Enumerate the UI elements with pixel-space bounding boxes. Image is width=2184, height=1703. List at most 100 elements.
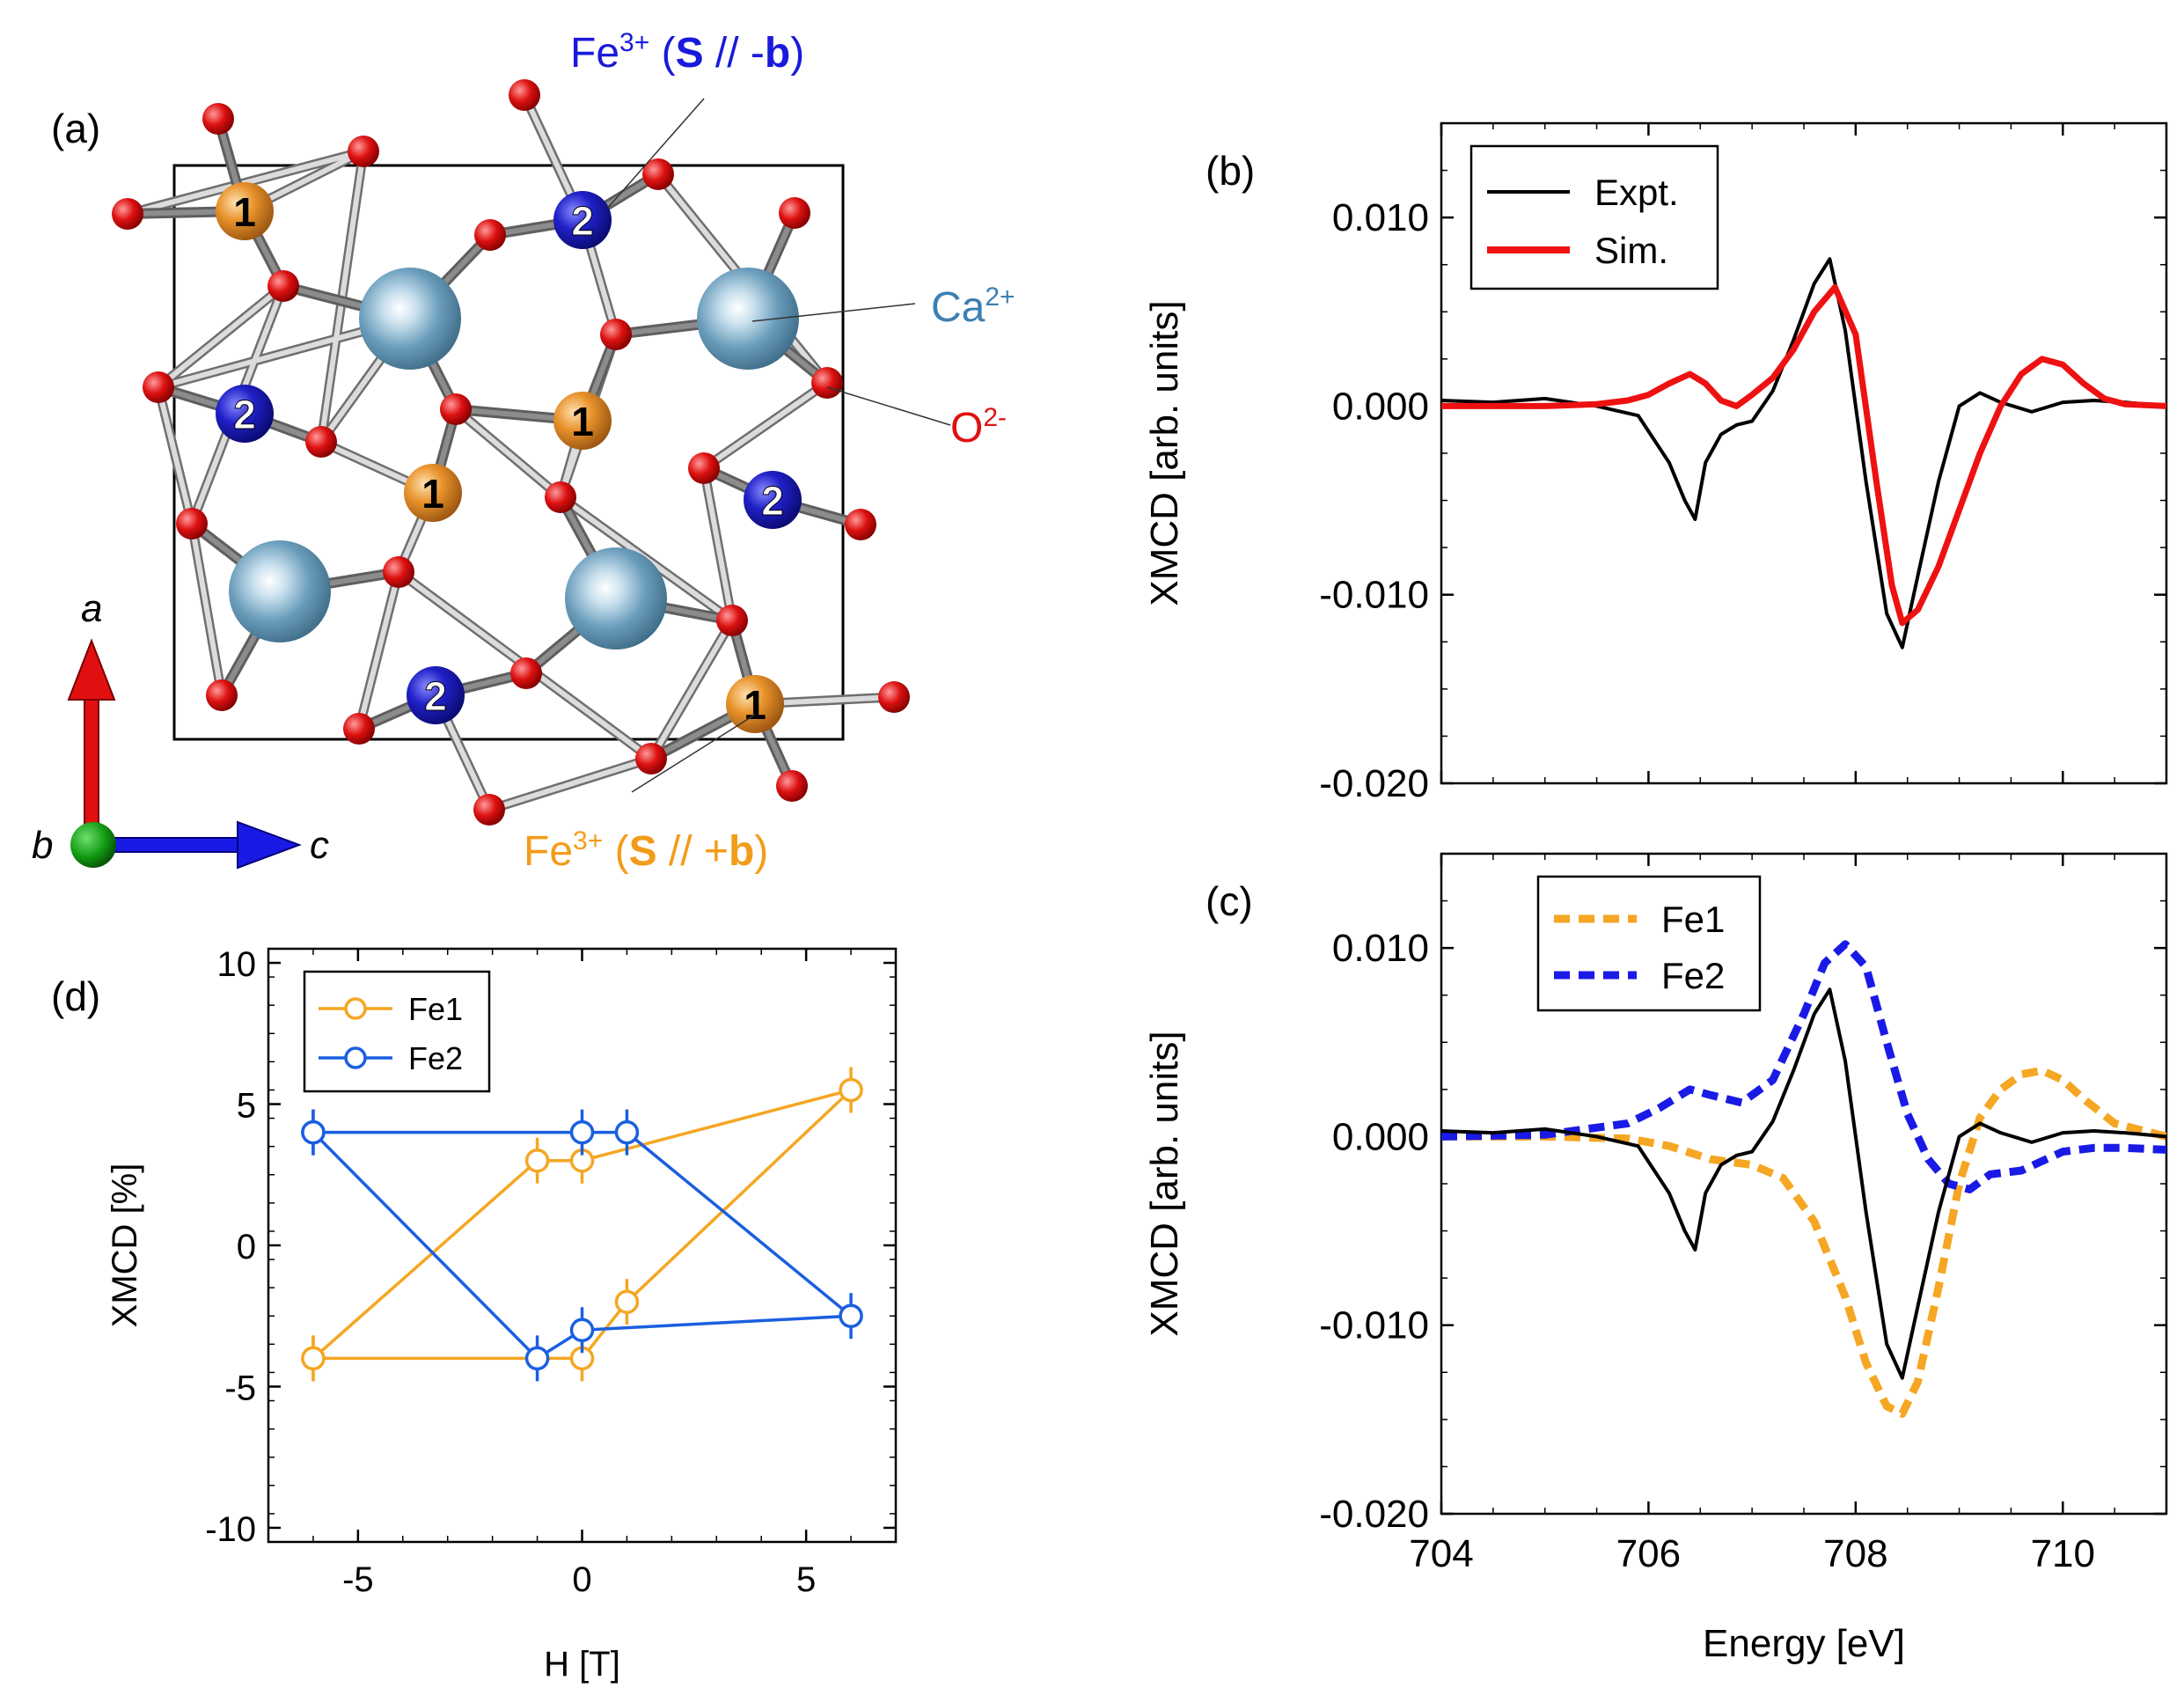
y-tick-label: 0.010 — [1332, 927, 1429, 970]
panel-label-b: (b) — [1206, 148, 1255, 194]
site-number-label: 2 — [424, 673, 447, 719]
oxygen-atom — [474, 219, 506, 251]
y-tick-label: 0.000 — [1332, 1115, 1429, 1158]
oxygen-atom — [635, 743, 667, 774]
oxygen-atom — [305, 426, 337, 458]
oxygen-atom — [688, 452, 720, 484]
bond — [356, 569, 401, 731]
site-number-label: 2 — [571, 198, 594, 244]
site-number-label: 1 — [571, 399, 594, 444]
fe1-site-atom — [553, 392, 612, 450]
site-number-label: 1 — [421, 471, 444, 517]
axis-label-a: a — [81, 587, 102, 630]
site-number-label: 1 — [233, 189, 256, 235]
data-point — [614, 1289, 640, 1314]
site-number-label: 2 — [761, 478, 784, 524]
bond — [701, 380, 830, 471]
bond — [156, 385, 194, 526]
legend-label: Fe1 — [1661, 899, 1725, 940]
calcium-atom — [565, 547, 667, 650]
y-tick-label: -5 — [224, 1369, 256, 1407]
panel-label-d: (d) — [51, 973, 100, 1019]
oxygen-atom — [202, 103, 234, 135]
b-axis-dot — [70, 822, 116, 868]
legend-box — [303, 970, 491, 1093]
y-tick-label: -10 — [205, 1510, 256, 1549]
x-tick-label: 704 — [1409, 1532, 1473, 1575]
legend-label: Expt. — [1594, 172, 1679, 213]
legend-label: Fe2 — [1661, 955, 1725, 996]
oxygen-atom — [176, 508, 208, 540]
fe2-site-atom — [553, 191, 612, 249]
legend-label: Fe2 — [408, 1040, 463, 1076]
c-axis-arrow — [96, 837, 249, 853]
fe2-site-atom — [216, 385, 274, 443]
oxygen-atom — [268, 270, 299, 302]
x-tick-label: 5 — [796, 1560, 816, 1599]
data-point — [839, 1303, 863, 1328]
oxygen-atom — [343, 713, 375, 745]
oxygen-atom — [600, 319, 632, 350]
oxygen-atom — [545, 481, 576, 513]
a-axis-arrow — [84, 686, 99, 846]
xmcd-fe-sites-panel: -0.020 -0.010 0.000 0.010 704 706 708 710 XMCD [… — [1143, 852, 2168, 1665]
fe-plus-b-label: Fe3+ (S // +b) — [524, 826, 768, 875]
calcium-atom — [697, 268, 799, 370]
y-tick-label: 10 — [217, 945, 257, 984]
data-point — [569, 1318, 595, 1343]
x-axis-label: H [T] — [544, 1645, 620, 1684]
oxygen-atom — [112, 198, 143, 230]
calcium-atom — [359, 268, 461, 370]
legend-marker — [344, 1046, 367, 1069]
legend-box — [1536, 875, 1762, 1012]
data-point — [301, 1346, 326, 1371]
xmcd-field-panel: -10 -5 0 5 10 -5 0 5 XMCD [%] H [T] (d) Fe1 Fe2 — [51, 945, 898, 1684]
data-point — [569, 1119, 595, 1145]
data-point — [524, 1148, 550, 1173]
legend-box — [1469, 144, 1719, 290]
oxygen-atom — [776, 770, 808, 802]
y-tick-label: -0.020 — [1319, 1493, 1429, 1536]
oxygen-atom — [473, 794, 505, 826]
bond — [453, 407, 563, 500]
bond — [487, 756, 654, 812]
data-point — [524, 1346, 550, 1371]
y-tick-label: 0.000 — [1332, 385, 1429, 428]
o-label: O2- — [950, 403, 1007, 451]
x-tick-label: 0 — [572, 1560, 591, 1599]
crystal-structure-panel: (a) 1 1 1 1 2 2 2 2 Fe3+ (S // -b) Ca2+ O2- Fe3… — [32, 28, 1015, 875]
x-tick-label: 706 — [1616, 1532, 1681, 1575]
bond — [156, 283, 286, 390]
y-axis-label: XMCD [%] — [106, 1163, 144, 1328]
oxygen-atom — [779, 197, 810, 229]
panel-label-a: (a) — [51, 106, 100, 151]
oxygen-atom — [509, 79, 540, 111]
y-axis-label: XMCD [arb. units] — [1143, 1031, 1186, 1336]
legend-marker — [344, 997, 367, 1020]
y-tick-label: -0.020 — [1319, 762, 1429, 805]
xmcd-expt-sim-panel: -0.020 -0.010 0.000 0.010 XMCD [arb. units] (… — [1143, 121, 2168, 805]
fe1-site-atom — [216, 182, 274, 240]
oxygen-atom — [878, 681, 910, 713]
y-tick-label: 5 — [237, 1087, 256, 1126]
x-axis-label: Energy [eV] — [1703, 1622, 1905, 1665]
oxygen-atom — [348, 136, 379, 167]
ca-label: Ca2+ — [931, 283, 1015, 331]
bond — [189, 521, 224, 698]
data-point — [614, 1119, 640, 1145]
y-tick-label: 0.010 — [1332, 196, 1429, 239]
c-axis-arrowhead — [237, 820, 302, 870]
site-number-label: 1 — [744, 682, 766, 728]
fe1-site-atom — [404, 464, 462, 522]
oxygen-atom — [716, 605, 748, 636]
oxygen-atom — [440, 393, 472, 425]
bond — [701, 466, 735, 623]
calcium-atom — [229, 540, 331, 642]
oxygen-atom — [383, 556, 414, 588]
oxygen-atom — [642, 158, 674, 190]
data-point — [301, 1119, 326, 1145]
y-axis-label: XMCD [arb. units] — [1143, 300, 1186, 606]
oxygen-atom — [143, 371, 174, 403]
bond — [649, 618, 735, 761]
